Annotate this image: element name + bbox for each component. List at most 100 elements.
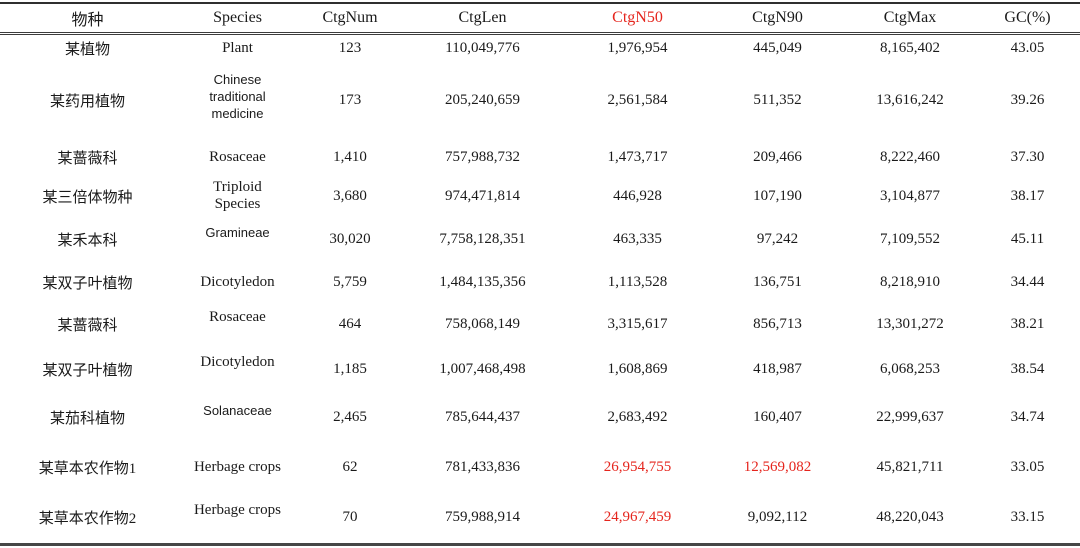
cell-ctgn50: 24,967,459 — [603, 508, 672, 525]
cell-gc: 43.05 — [1010, 40, 1045, 57]
cell-gc: 34.44 — [1010, 273, 1045, 290]
cell-gc: 33.05 — [1010, 458, 1045, 475]
cell-cn-name: 某药用植物 — [49, 94, 125, 110]
cell-ctgn90: 209,466 — [753, 148, 802, 165]
cell-cn-name: 某双子叶植物 — [42, 362, 133, 379]
col-header-ctgmax: CtgMax — [845, 3, 975, 35]
cell-species: Chinese traditional medicine — [209, 72, 266, 121]
cell-ctgnum: 1,410 — [333, 148, 367, 165]
cell-ctgnum: 123 — [338, 40, 362, 57]
col-header-ctglen: CtgLen — [400, 3, 565, 35]
cell-species: Dicotyledon — [200, 353, 275, 370]
cell-ctgnum: 464 — [338, 315, 362, 332]
cell-ctgn50: 463,335 — [613, 230, 662, 247]
cell-ctgnum: 173 — [338, 92, 362, 108]
cell-ctgmax: 7,109,552 — [880, 230, 940, 247]
table-header-row: 物种 Species CtgNum CtgLen CtgN50 CtgN90 C… — [0, 3, 1080, 35]
table-row: 某三倍体物种 Triploid Species 3,680 974,471,81… — [0, 176, 1080, 216]
cell-gc: 38.54 — [1010, 360, 1045, 377]
cell-ctgn50: 3,315,617 — [607, 315, 668, 332]
cell-cn-name: 某茄科植物 — [49, 410, 125, 427]
cell-species: Herbage crops — [193, 458, 282, 475]
cell-species: Rosaceae — [209, 308, 266, 325]
cell-ctgn50: 446,928 — [613, 187, 662, 204]
cell-ctglen: 758,068,149 — [445, 315, 520, 332]
cell-ctgn50: 1,113,528 — [607, 273, 668, 290]
cell-ctglen: 1,007,468,498 — [439, 360, 526, 377]
cell-ctgn90: 160,407 — [753, 408, 802, 425]
cell-ctgmax: 48,220,043 — [876, 508, 944, 525]
cell-gc: 34.74 — [1010, 408, 1045, 425]
cell-ctgnum: 70 — [342, 508, 358, 525]
cell-ctgmax: 13,301,272 — [876, 315, 944, 332]
col-header-species: Species — [175, 3, 300, 35]
cell-ctgmax: 8,165,402 — [880, 40, 940, 57]
table-row: 某植物 Plant 123 110,049,776 1,976,954 445,… — [0, 33, 1080, 63]
cell-species: Triploid Species — [213, 179, 262, 212]
cell-cn-name: 某三倍体物种 — [42, 189, 133, 206]
cell-ctgn50: 1,608,869 — [607, 360, 668, 377]
cell-ctgnum: 1,185 — [333, 360, 367, 377]
table-row: 某双子叶植物 Dicotyledon 1,185 1,007,468,498 1… — [0, 346, 1080, 392]
cell-ctgmax: 3,104,877 — [880, 187, 940, 204]
col-header-ctgnum: CtgNum — [300, 3, 400, 35]
table-row: 某药用植物 Chinese traditional medicine 173 2… — [0, 63, 1080, 138]
col-header-ctgn50: CtgN50 — [565, 3, 710, 35]
cell-ctgn90: 12,569,082 — [743, 458, 812, 475]
table-row: 某草本农作物2 Herbage crops 70 759,988,914 24,… — [0, 492, 1080, 544]
cell-species: Rosaceae — [209, 148, 266, 165]
cell-ctgmax: 13,616,242 — [876, 92, 944, 108]
cell-gc: 45.11 — [1010, 230, 1045, 247]
cell-species: Gramineae — [205, 224, 270, 240]
cell-ctgn90: 418,987 — [753, 360, 802, 377]
cell-cn-name: 某蔷薇科 — [57, 317, 118, 334]
col-header-cn-species: 物种 — [0, 3, 175, 35]
cell-ctglen: 110,049,776 — [445, 40, 520, 57]
table-row: 某茄科植物 Solanaceae 2,465 785,644,437 2,683… — [0, 392, 1080, 442]
cell-ctglen: 759,988,914 — [445, 508, 520, 525]
cell-cn-name: 某禾本科 — [57, 232, 118, 249]
cell-ctgn90: 511,352 — [753, 92, 802, 108]
cell-cn-name: 某草本农作物1 — [38, 460, 137, 477]
cell-gc: 37.30 — [1010, 148, 1045, 165]
cell-ctgn90: 107,190 — [753, 187, 802, 204]
cell-ctgmax: 8,222,460 — [880, 148, 940, 165]
cell-ctgn90: 445,049 — [753, 40, 802, 57]
cell-gc: 33.15 — [1010, 508, 1045, 525]
cell-ctgn50: 26,954,755 — [603, 458, 672, 475]
cell-ctglen: 757,988,732 — [445, 148, 520, 165]
col-header-gc: GC(%) — [975, 3, 1080, 35]
cell-ctgnum: 30,020 — [329, 230, 371, 247]
cell-ctgn50: 1,473,717 — [607, 148, 668, 165]
cell-ctgn90: 9,092,112 — [747, 508, 808, 525]
table-row: 某禾本科 Gramineae 30,020 7,758,128,351 463,… — [0, 216, 1080, 262]
table-row: 某草本农作物1 Herbage crops 62 781,433,836 26,… — [0, 442, 1080, 492]
cell-ctgmax: 45,821,711 — [876, 458, 944, 475]
cell-cn-name: 某植物 — [64, 42, 110, 59]
cell-gc: 39.26 — [1010, 92, 1045, 108]
cell-ctglen: 1,484,135,356 — [439, 273, 526, 290]
cell-ctgnum: 5,759 — [333, 273, 367, 290]
cell-species: Dicotyledon — [200, 273, 275, 290]
cell-ctgnum: 62 — [342, 458, 358, 475]
cell-gc: 38.17 — [1010, 187, 1045, 204]
cell-ctglen: 781,433,836 — [445, 458, 520, 475]
cell-ctgn90: 97,242 — [756, 230, 799, 247]
cell-gc: 38.21 — [1010, 315, 1045, 332]
cell-ctgn90: 136,751 — [753, 273, 802, 290]
table-row: 某蔷薇科 Rosaceae 1,410 757,988,732 1,473,71… — [0, 138, 1080, 176]
cell-ctgn90: 856,713 — [753, 315, 802, 332]
cell-ctgmax: 8,218,910 — [880, 273, 940, 290]
cell-cn-name: 某草本农作物2 — [38, 510, 137, 527]
cell-ctglen: 205,240,659 — [445, 92, 520, 108]
cell-ctgnum: 3,680 — [333, 187, 367, 204]
cell-ctgnum: 2,465 — [333, 408, 367, 425]
cell-ctgmax: 22,999,637 — [876, 408, 944, 425]
cell-ctglen: 785,644,437 — [445, 408, 520, 425]
cell-ctglen: 974,471,814 — [445, 187, 520, 204]
cell-ctgn50: 1,976,954 — [607, 40, 668, 57]
table-row: 某蔷薇科 Rosaceae 464 758,068,149 3,315,617 … — [0, 302, 1080, 346]
col-header-ctgn90: CtgN90 — [710, 3, 845, 35]
